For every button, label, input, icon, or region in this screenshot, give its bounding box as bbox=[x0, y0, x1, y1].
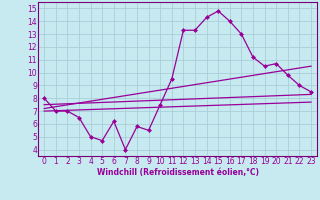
X-axis label: Windchill (Refroidissement éolien,°C): Windchill (Refroidissement éolien,°C) bbox=[97, 168, 259, 177]
